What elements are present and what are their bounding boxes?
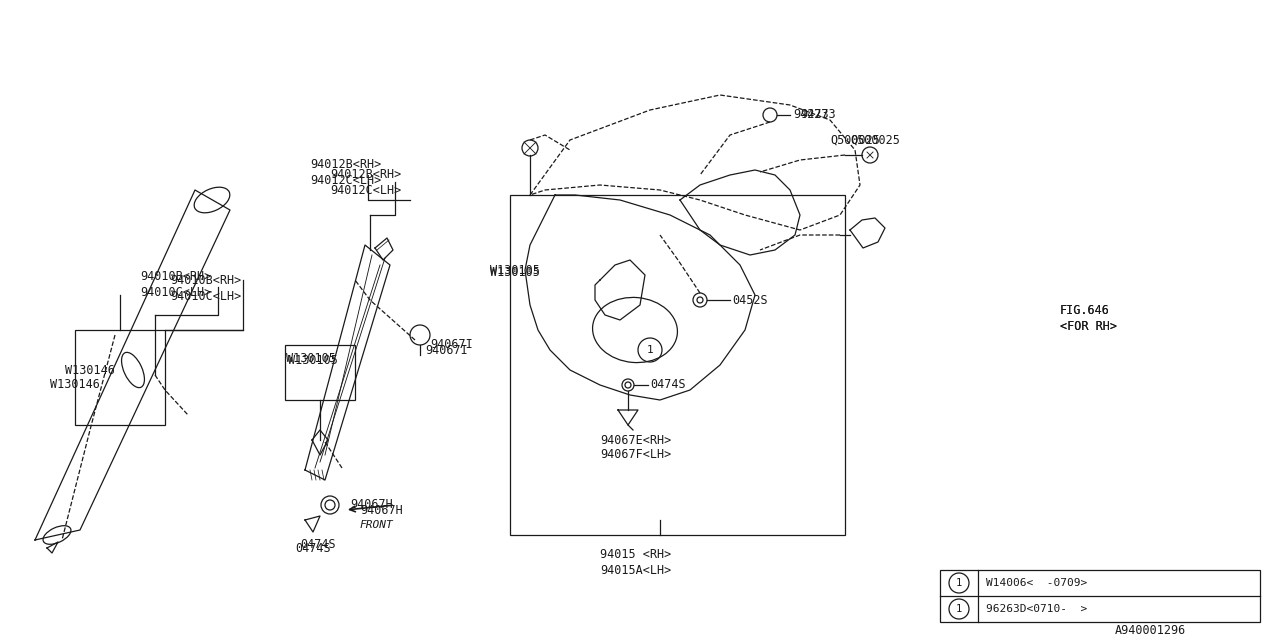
Text: 94067H: 94067H	[360, 504, 403, 516]
Text: Q500025: Q500025	[829, 134, 879, 147]
Text: W130105: W130105	[288, 353, 338, 367]
Text: 1: 1	[956, 604, 963, 614]
Text: 1: 1	[646, 345, 653, 355]
Text: FIG.646: FIG.646	[1060, 303, 1110, 317]
Text: W130105: W130105	[490, 264, 540, 276]
Text: 0474S: 0474S	[300, 538, 335, 552]
Text: 94015A<LH>: 94015A<LH>	[600, 563, 671, 577]
Text: 94012B<RH>: 94012B<RH>	[330, 168, 401, 182]
Text: 94273: 94273	[800, 109, 836, 122]
Text: 94012C<LH>: 94012C<LH>	[330, 184, 401, 198]
Text: 94067H: 94067H	[349, 499, 393, 511]
Text: 94273: 94273	[794, 109, 828, 122]
Text: 0452S: 0452S	[732, 294, 768, 307]
Bar	[940, 570, 1260, 622]
Text: 94067F<LH>: 94067F<LH>	[600, 449, 671, 461]
Text: 94015 <RH>: 94015 <RH>	[600, 548, 671, 561]
Bar	[509, 195, 845, 535]
Text: W14006<  -0709>: W14006< -0709>	[986, 578, 1087, 588]
Text: 94010C<LH>: 94010C<LH>	[170, 289, 241, 303]
Text: W130146: W130146	[50, 378, 100, 392]
Bar	[76, 330, 165, 425]
Text: 94010C<LH>: 94010C<LH>	[140, 287, 211, 300]
Text: 94012B<RH>: 94012B<RH>	[310, 159, 381, 172]
Text: 94012C<LH>: 94012C<LH>	[310, 175, 381, 188]
Bar	[285, 345, 355, 400]
Text: W130105: W130105	[285, 351, 335, 365]
Text: 1: 1	[956, 578, 963, 588]
Text: 94067I: 94067I	[430, 339, 472, 351]
Text: W130146: W130146	[65, 364, 115, 376]
Text: <FOR RH>: <FOR RH>	[1060, 319, 1117, 333]
Text: W130105: W130105	[490, 266, 540, 278]
Text: A940001296: A940001296	[1115, 623, 1185, 637]
Text: 94010B<RH>: 94010B<RH>	[170, 273, 241, 287]
Text: FRONT: FRONT	[360, 520, 394, 530]
Text: <FOR RH>: <FOR RH>	[1060, 319, 1117, 333]
Text: 0474S: 0474S	[650, 378, 686, 392]
Text: 94067E<RH>: 94067E<RH>	[600, 433, 671, 447]
Text: 96263D<0710-  >: 96263D<0710- >	[986, 604, 1087, 614]
Text: 94067I: 94067I	[425, 344, 467, 356]
Text: 0474S: 0474S	[294, 541, 330, 554]
Text: FIG.646: FIG.646	[1060, 303, 1110, 317]
Text: 94010B<RH>: 94010B<RH>	[140, 271, 211, 284]
Text: Q500025: Q500025	[850, 134, 900, 147]
